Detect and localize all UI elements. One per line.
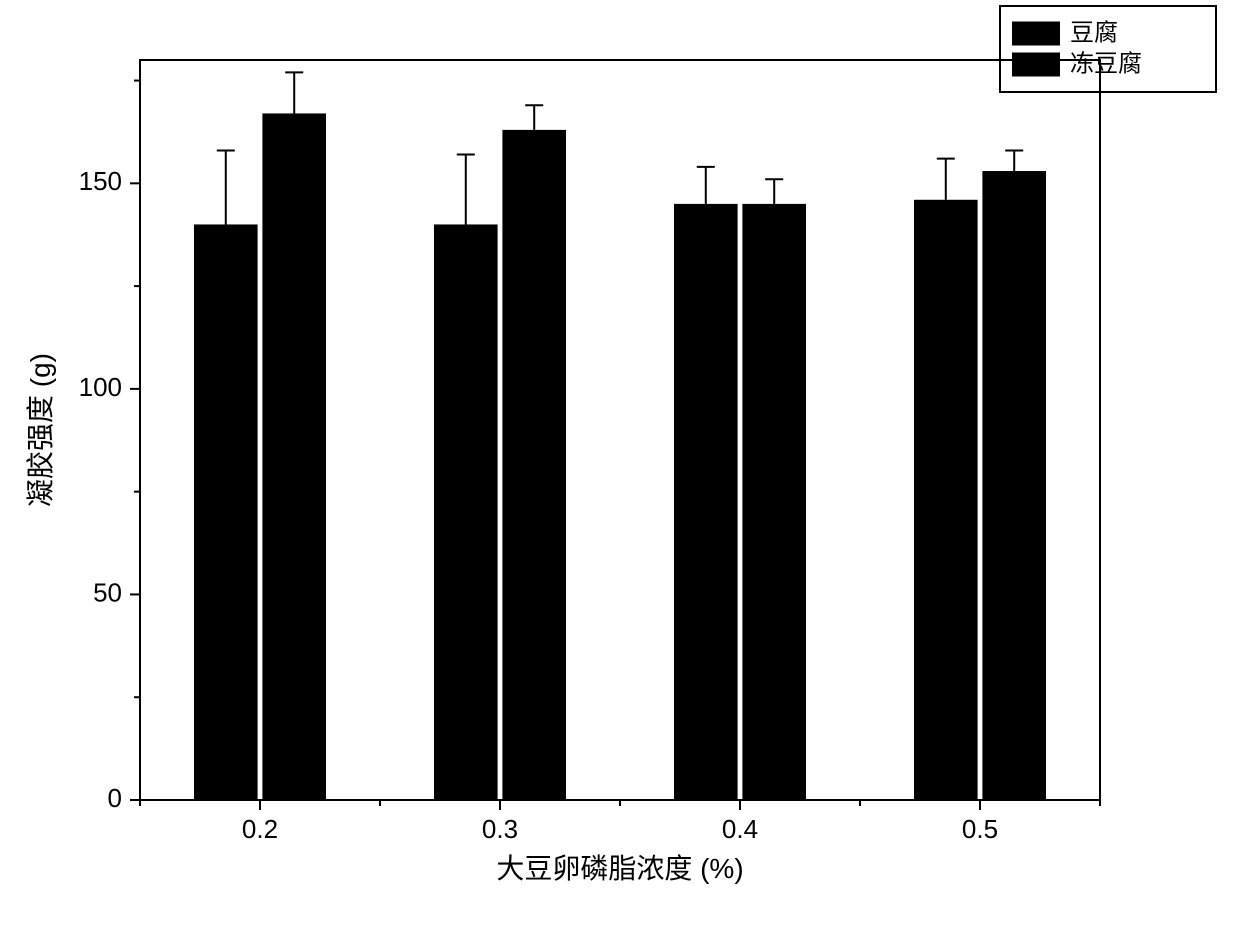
legend-label: 豆腐 — [1070, 20, 1118, 47]
y-axis-label: 凝胶强度 (g) — [25, 353, 56, 507]
bar — [194, 224, 258, 800]
legend-swatch — [1012, 22, 1060, 46]
bar-chart-svg: 0 50 100 150 凝胶强度 (g) 0.2 0.3 0.4 0.5 大豆卵磷脂浓度 (%)… — [0, 0, 1240, 931]
legend-swatch — [1012, 53, 1060, 77]
bar — [262, 113, 326, 800]
y-tick-label: 50 — [93, 577, 122, 607]
bar — [434, 224, 498, 800]
bar — [982, 171, 1046, 800]
bar — [914, 200, 978, 800]
y-tick-label: 100 — [79, 372, 122, 402]
y-tick-label: 150 — [79, 166, 122, 196]
x-axis-label: 大豆卵磷脂浓度 (%) — [496, 853, 743, 884]
bar — [502, 130, 566, 800]
bar — [674, 204, 738, 800]
y-tick-label: 0 — [108, 783, 122, 813]
x-tick-label: 0.2 — [242, 814, 278, 844]
x-tick-label: 0.4 — [722, 814, 758, 844]
bar — [742, 204, 806, 800]
chart-container: 0 50 100 150 凝胶强度 (g) 0.2 0.3 0.4 0.5 大豆卵磷脂浓度 (%)… — [0, 0, 1240, 931]
legend-label: 冻豆腐 — [1070, 51, 1142, 78]
x-tick-label: 0.5 — [962, 814, 998, 844]
x-tick-label: 0.3 — [482, 814, 518, 844]
